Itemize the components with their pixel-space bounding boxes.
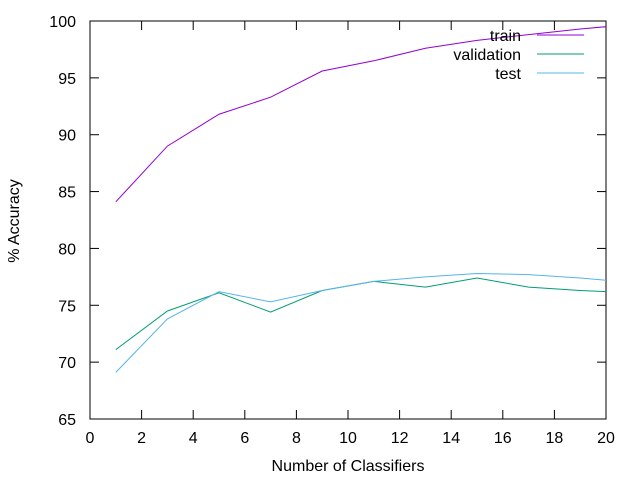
series-line-validation [115,277,606,351]
series-line-test [115,272,606,373]
legend-label-test: test [495,66,521,83]
y-tick-label: 80 [58,241,76,258]
y-tick-label: 75 [58,298,76,315]
y-tick-label: 100 [49,14,76,31]
legend: train validation test [453,28,584,83]
x-tick-label: 6 [240,430,249,447]
x-tick-label: 18 [546,430,564,447]
x-tick-label: 2 [137,430,146,447]
y-tick-label: 95 [58,71,76,88]
x-axis-label: Number of Classifiers [272,458,425,475]
x-tick-label: 4 [189,430,198,447]
x-tick-label: 14 [442,430,460,447]
y-tick-label: 85 [58,185,76,202]
legend-label-train: train [490,28,521,45]
x-tick-label: 12 [391,430,409,447]
y-axis-ticks: 65 70 75 80 85 90 95 100 [49,14,606,429]
legend-label-validation: validation [453,47,521,64]
plot-frame [89,20,607,420]
x-tick-label: 20 [597,430,615,447]
y-tick-label: 70 [58,355,76,372]
x-tick-label: 10 [339,430,357,447]
x-axis-ticks: 0 2 4 6 8 10 12 14 16 18 20 [86,21,615,447]
x-tick-label: 16 [494,430,512,447]
x-tick-label: 8 [292,430,301,447]
y-axis-label: % Accuracy [6,179,23,263]
y-tick-label: 65 [58,412,76,429]
series-lines [115,26,606,373]
series-line-train [115,26,606,203]
y-tick-label: 90 [58,128,76,145]
x-tick-label: 0 [86,430,95,447]
